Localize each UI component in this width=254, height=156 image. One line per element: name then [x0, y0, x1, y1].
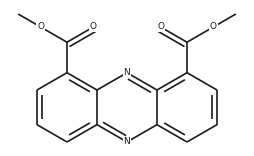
Text: O: O	[90, 22, 97, 32]
Text: O: O	[210, 22, 217, 32]
Text: O: O	[157, 22, 164, 32]
Text: N: N	[124, 68, 130, 77]
Text: N: N	[124, 137, 130, 146]
Text: O: O	[37, 22, 44, 32]
